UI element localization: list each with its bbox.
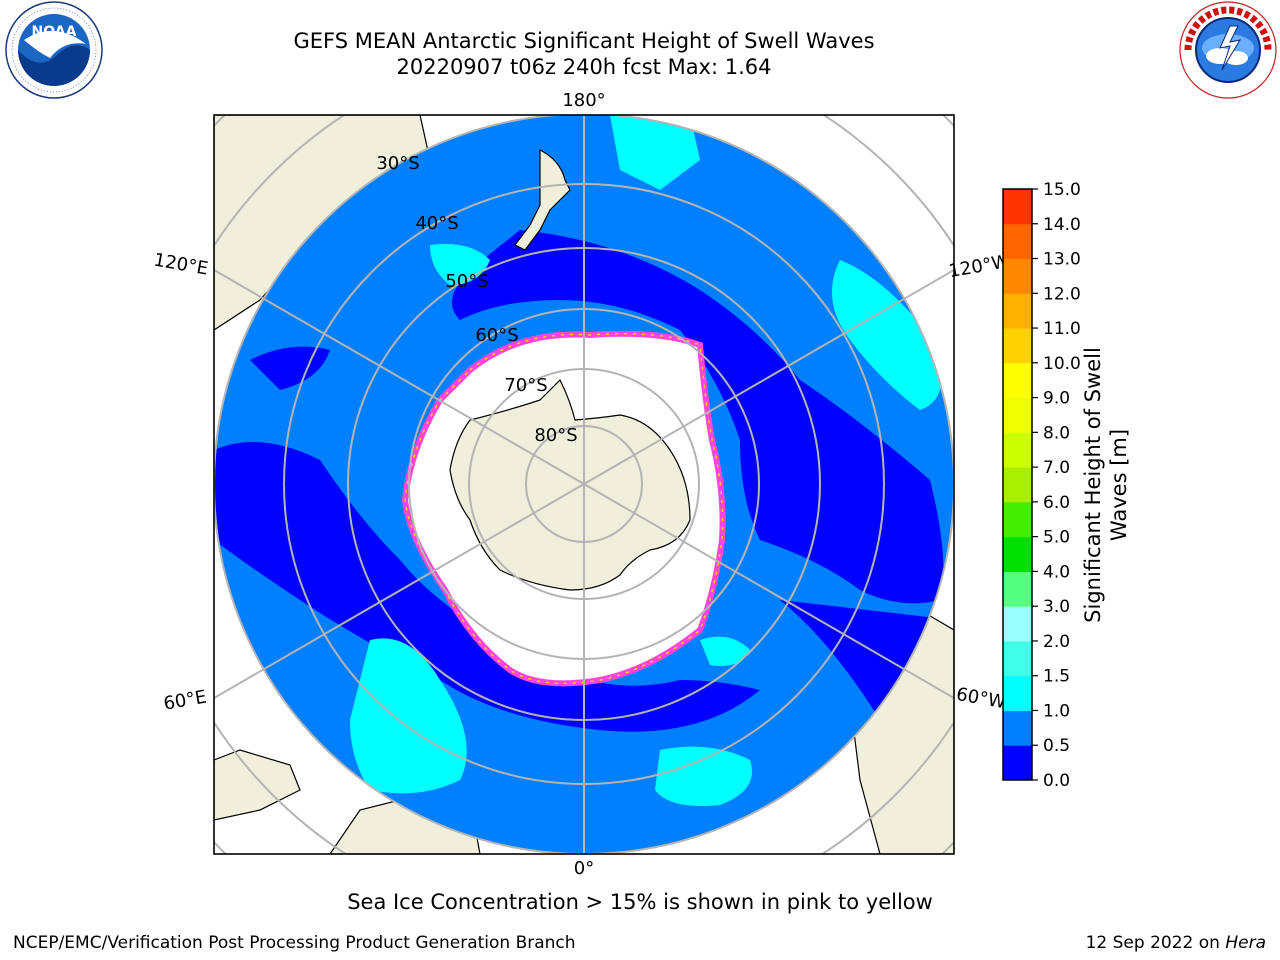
colorbar-tick-label: 0.5 [1043,736,1070,756]
lat-label-50s: 50°S [445,271,488,292]
colorbar-tick-label: 14.0 [1043,215,1081,235]
colorbar-tick-label: 0.0 [1043,771,1070,791]
colorbar-tick-label: 6.0 [1043,493,1070,513]
colorbar-tick-label: 3.0 [1043,597,1070,617]
colorbar-segment [1003,675,1032,711]
colorbar-segment [1003,571,1032,607]
colorbar-tick-label: 7.0 [1043,458,1070,478]
lon-label-180: 180° [562,90,605,111]
lat-label-60s: 60°S [475,325,518,346]
colorbar-segment [1003,640,1032,677]
colorbar-segment [1003,328,1032,364]
plot-subtitle: 20220907 t06z 240h fcst Max: 1.64 [396,55,772,79]
colorbar-segment [1003,467,1032,503]
colorbar-segment [1003,258,1032,294]
colorbar-tick-label: 9.0 [1043,389,1070,409]
footer-date-text: 12 Sep 2022 on [1085,933,1226,953]
colorbar-tick-label: 15.0 [1043,180,1081,200]
lat-label-70s: 70°S [504,375,547,396]
lon-label-120w: 120°W [947,251,1011,282]
colorbar-frame [1002,188,1033,781]
colorbar-tick-label: 12.0 [1043,284,1081,304]
colorbar-segment [1003,189,1032,225]
graticule [214,115,954,854]
colorbar: 0.0 0.5 1.0 1.5 2.0 3.0 4.0 5.0 6.0 7.0 8.0 9.0 10.0… [1002,180,1081,791]
colorbar-tick-label: 8.0 [1043,423,1070,443]
colorbar-segment [1003,710,1032,746]
lon-label-60e: 60°E [162,686,208,714]
plot-title: GEFS MEAN Antarctic Significant Height o… [293,29,875,53]
lon-label-120e: 120°E [152,249,210,279]
colorbar-tick-label: 2.0 [1043,632,1070,652]
colorbar-tick-label: 1.0 [1043,701,1070,721]
colorbar-tick-label: 13.0 [1043,250,1081,270]
colorbar-tick-label: 11.0 [1043,319,1081,339]
sea-ice-note: Sea Ice Concentration > 15% is shown in … [347,890,933,914]
nws-logo-icon [1179,1,1277,99]
footer-credit: NCEP/EMC/Verification Post Processing Pr… [13,933,576,953]
colorbar-tick-label: 4.0 [1043,562,1070,582]
antarctica-landmass [449,378,691,591]
map-area [214,115,954,854]
colorbar-segment [1003,293,1032,329]
colorbar-segment [1003,606,1032,642]
lat-label-40s: 40°S [415,213,458,234]
new-zealand-landmass [514,149,571,251]
colorbar-segment [1003,397,1032,433]
colorbar-tick-label: 5.0 [1043,528,1070,548]
lat-label-30s: 30°S [376,153,419,174]
colorbar-segment [1003,536,1032,572]
colorbar-tick-label: 1.5 [1043,667,1070,687]
colorbar-segment [1003,223,1032,260]
footer-date: 12 Sep 2022 on Hera [1086,933,1266,953]
colorbar-segment [1003,432,1032,468]
map-frame [213,114,955,855]
colorbar-label: Significant Height of Swell Waves [m] [1081,347,1131,623]
lon-label-0: 0° [574,858,594,879]
colorbar-segment [1003,745,1032,781]
lat-label-80s: 80°S [534,425,577,446]
noaa-logo-icon: NOAA [5,1,103,99]
madagascar-landmass [214,749,301,821]
svg-text:NOAA: NOAA [32,24,77,40]
colorbar-segment [1003,362,1032,399]
footer-host: Hera [1225,933,1266,953]
colorbar-segment [1003,501,1032,538]
colorbar-tick-label: 10.0 [1043,354,1081,374]
lon-label-60w: 60°W [955,684,1008,713]
